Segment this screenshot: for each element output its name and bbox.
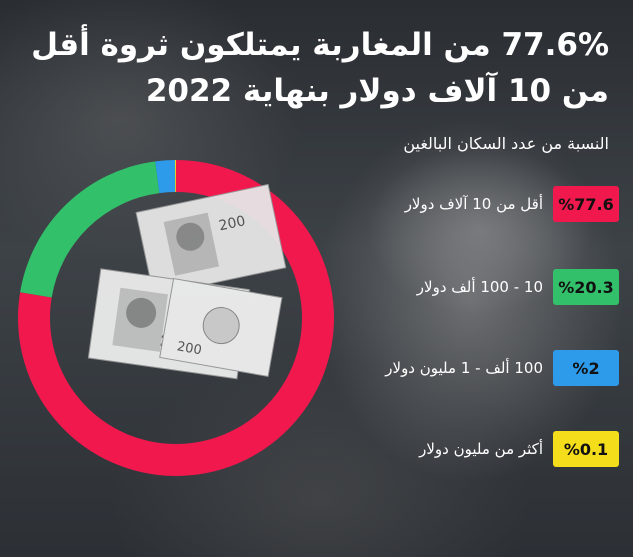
legend-value-badge: %2 [553,350,619,386]
legend-value-badge: %20.3 [553,269,619,305]
svg-text:200: 200 [217,213,246,234]
donut-slice-2 [20,161,160,298]
svg-text:200: 200 [176,339,203,358]
legend-item: %20.3 10 - 100 ألف دولار [417,269,619,305]
legend-label: 100 ألف - 1 مليون دولار [385,359,543,377]
donut-slice-3 [155,160,176,194]
legend-value-badge: %0.1 [553,431,619,467]
legend-item: %77.6 أقل من 10 آلاف دولار [405,186,619,222]
legend-value-badge: %77.6 [553,186,619,222]
donut-slice-4 [175,160,176,193]
chart-title: 77.6% من المغاربة يمتلكون ثروة أقل من 10… [31,27,609,109]
banknote-image: 200 200 200 [87,183,287,380]
legend-label: أكثر من مليون دولار [419,440,543,458]
legend-item: %0.1 أكثر من مليون دولار [419,431,619,467]
legend-item: %2 100 ألف - 1 مليون دولار [385,350,619,386]
donut-slices [17,160,335,476]
legend-label: أقل من 10 آلاف دولار [404,195,543,213]
legend-label: 10 - 100 ألف دولار [416,278,543,296]
chart-subtitle: النسبة من عدد السكان البالغين [403,134,609,153]
